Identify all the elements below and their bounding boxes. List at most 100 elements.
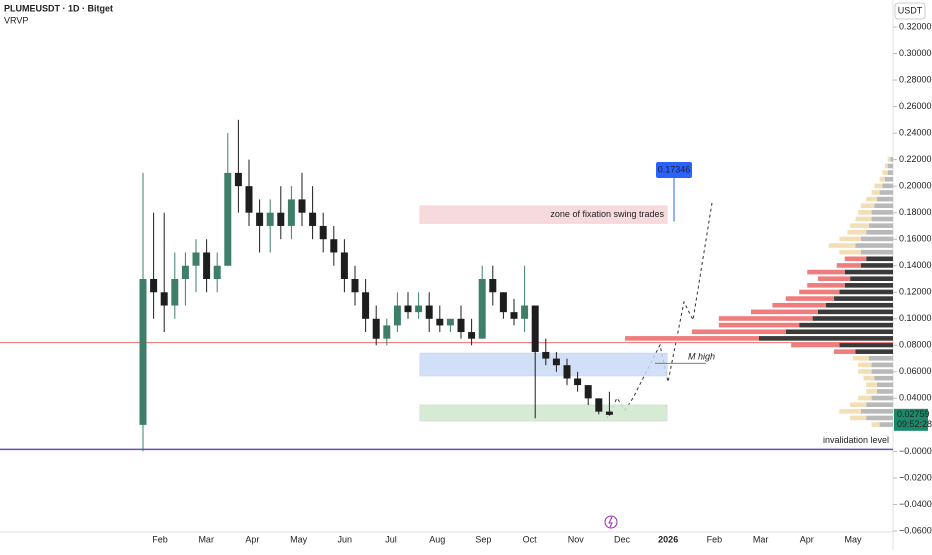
volume-down bbox=[850, 223, 869, 228]
candle-body bbox=[266, 212, 274, 226]
volume-up bbox=[890, 157, 893, 162]
x-tick-label: Apr bbox=[800, 534, 814, 544]
volume-down bbox=[785, 296, 835, 301]
volume-up bbox=[855, 243, 893, 248]
x-tick-label: Jun bbox=[338, 534, 353, 544]
candle-body bbox=[595, 398, 603, 412]
last-price-label: 0.02759 bbox=[897, 409, 930, 419]
volume-up bbox=[855, 349, 893, 354]
volume-up bbox=[887, 163, 893, 169]
volume-up bbox=[871, 362, 893, 368]
y-tick-label: −0.04000 bbox=[899, 499, 932, 509]
volume-up bbox=[860, 249, 893, 255]
volume-down bbox=[850, 402, 867, 407]
x-tick-label: May bbox=[290, 534, 308, 544]
candle-body bbox=[287, 199, 295, 226]
x-tick-label: Aug bbox=[429, 534, 445, 544]
event-icon[interactable] bbox=[604, 515, 618, 529]
volume-up bbox=[759, 336, 893, 341]
volume-down bbox=[858, 362, 872, 368]
volume-up bbox=[817, 309, 893, 315]
currency-box[interactable] bbox=[894, 2, 926, 20]
candle-body bbox=[362, 292, 370, 319]
candle-body bbox=[277, 212, 285, 226]
candle-body bbox=[404, 305, 412, 313]
volume-down bbox=[866, 196, 877, 202]
candle-body bbox=[150, 279, 158, 293]
candle-body bbox=[171, 279, 179, 306]
volume-up bbox=[879, 422, 893, 427]
volume-up bbox=[876, 389, 893, 394]
projection-path bbox=[606, 202, 713, 419]
y-tick-label: 0.22000 bbox=[899, 154, 932, 164]
volume-down bbox=[834, 349, 856, 354]
volume-up bbox=[834, 296, 893, 301]
volume-up bbox=[799, 322, 893, 328]
target-label: 0.17346 bbox=[658, 164, 691, 174]
volume-down bbox=[863, 375, 875, 381]
candle-body bbox=[436, 318, 444, 326]
candle-body bbox=[224, 172, 232, 266]
volume-down bbox=[882, 170, 888, 175]
x-tick-label: Jul bbox=[385, 534, 397, 544]
y-tick-label: 0.04000 bbox=[899, 393, 932, 403]
volume-down bbox=[791, 342, 840, 348]
y-tick-label: 0.26000 bbox=[899, 101, 932, 111]
volume-down bbox=[718, 322, 800, 328]
candle-body bbox=[298, 199, 306, 213]
volume-down bbox=[866, 389, 877, 394]
candle-body bbox=[393, 305, 401, 326]
candle-body bbox=[139, 279, 147, 425]
volume-down bbox=[871, 190, 880, 195]
volume-up bbox=[866, 256, 893, 262]
volume-up bbox=[866, 229, 893, 235]
candle-body bbox=[192, 252, 200, 266]
candle-body bbox=[213, 265, 221, 279]
level-label: M high bbox=[688, 352, 715, 362]
y-tick-label: 0.18000 bbox=[899, 207, 932, 217]
volume-up bbox=[874, 203, 893, 209]
candle-body bbox=[319, 225, 327, 240]
volume-down bbox=[839, 236, 861, 242]
volume-down bbox=[625, 336, 759, 341]
volume-down bbox=[852, 355, 869, 361]
volume-down bbox=[871, 422, 880, 427]
candle-body bbox=[203, 252, 211, 279]
volume-down bbox=[718, 316, 813, 321]
zone-label: zone of fixation swing trades bbox=[550, 209, 664, 219]
volume-up bbox=[871, 216, 893, 222]
candle-body bbox=[521, 305, 529, 319]
volume-down bbox=[836, 263, 861, 268]
candle-body bbox=[234, 172, 242, 187]
volume-up bbox=[866, 415, 893, 421]
volume-down bbox=[858, 210, 872, 215]
candle-body bbox=[245, 186, 253, 213]
candle-body bbox=[499, 292, 507, 313]
x-tick-label: Mar bbox=[198, 534, 214, 544]
volume-down bbox=[850, 415, 867, 421]
candle-body bbox=[351, 279, 359, 293]
y-tick-label: 0.32000 bbox=[899, 21, 932, 31]
volume-down bbox=[839, 249, 861, 255]
candle-body bbox=[383, 325, 391, 339]
event-icon-bolt bbox=[608, 516, 613, 528]
volume-up bbox=[850, 276, 893, 281]
volume-down bbox=[866, 382, 877, 388]
candle-body bbox=[181, 265, 189, 279]
candle-body bbox=[605, 411, 613, 415]
candle-body bbox=[574, 378, 582, 386]
volume-up bbox=[879, 190, 893, 195]
x-tick-label: Nov bbox=[568, 534, 585, 544]
zone bbox=[419, 404, 668, 422]
x-tick-label: Feb bbox=[152, 534, 168, 544]
x-tick-label: Dec bbox=[614, 534, 631, 544]
volume-up bbox=[887, 170, 893, 175]
y-tick-label: −0.06000 bbox=[899, 525, 932, 535]
volume-down bbox=[807, 283, 845, 288]
y-tick-label: 0.30000 bbox=[899, 48, 932, 58]
volume-up bbox=[866, 402, 893, 407]
volume-up bbox=[860, 409, 893, 414]
volume-down bbox=[855, 216, 872, 222]
